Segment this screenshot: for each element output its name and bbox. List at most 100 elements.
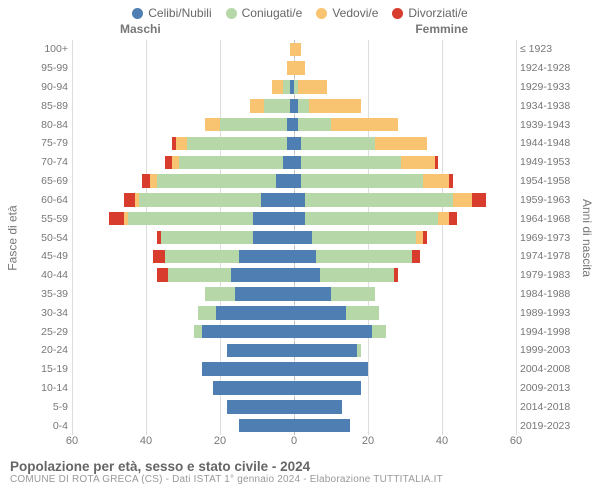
bar-segment-single xyxy=(287,137,294,151)
bar-segment-married xyxy=(157,174,275,188)
male-half xyxy=(72,322,294,341)
male-half xyxy=(72,209,294,228)
birth-year-label: 1989-1993 xyxy=(516,303,578,322)
bar-segment-single xyxy=(213,381,294,395)
x-tick: 40 xyxy=(436,435,448,447)
bar-segment-married xyxy=(301,174,423,188)
male-half xyxy=(72,191,294,210)
bar-segment-single xyxy=(216,306,294,320)
pyramid-row xyxy=(72,209,516,228)
age-label: 30-34 xyxy=(22,303,72,322)
y-axis-left-title: Fasce di età xyxy=(4,40,22,435)
pyramid-row xyxy=(72,285,516,304)
bar-segment-single xyxy=(283,156,294,170)
birth-year-labels: ≤ 19231924-19281929-19331934-19381939-19… xyxy=(516,40,578,435)
legend-swatch xyxy=(226,8,237,19)
female-half xyxy=(294,285,516,304)
bar-segment-married xyxy=(305,193,453,207)
birth-year-label: 1939-1943 xyxy=(516,115,578,134)
bar-segment-widowed xyxy=(294,43,301,57)
age-label: 45-49 xyxy=(22,247,72,266)
legend: Celibi/Nubili Coniugati/e Vedovi/e Divor… xyxy=(0,0,600,22)
bar-segment-widowed xyxy=(416,231,423,245)
birth-year-label: 1954-1958 xyxy=(516,172,578,191)
legend-label: Vedovi/e xyxy=(332,6,378,20)
plot-area xyxy=(72,40,516,435)
chart-subtitle: COMUNE DI ROTA GRECA (CS) - Dati ISTAT 1… xyxy=(10,474,590,485)
bar-segment-married xyxy=(161,231,254,245)
bar-segment-single xyxy=(235,287,294,301)
female-half xyxy=(294,360,516,379)
male-half xyxy=(72,96,294,115)
bar-segment-single xyxy=(276,174,294,188)
bar-segment-single xyxy=(239,250,295,264)
male-half xyxy=(72,416,294,435)
bar-segment-single xyxy=(261,193,294,207)
female-half xyxy=(294,266,516,285)
bar-segment-married xyxy=(139,193,261,207)
bar-segment-married xyxy=(220,118,287,132)
bar-segment-single xyxy=(294,156,301,170)
age-label: 5-9 xyxy=(22,397,72,416)
bar-segment-single xyxy=(294,287,331,301)
bar-segment-widowed xyxy=(298,80,328,94)
female-half xyxy=(294,191,516,210)
male-half xyxy=(72,397,294,416)
birth-year-label: 1964-1968 xyxy=(516,209,578,228)
female-half xyxy=(294,115,516,134)
birth-year-label: 1934-1938 xyxy=(516,96,578,115)
pyramid-row xyxy=(72,115,516,134)
bar-segment-single xyxy=(294,193,305,207)
male-half xyxy=(72,266,294,285)
bar-segment-married xyxy=(264,99,290,113)
age-label: 50-54 xyxy=(22,228,72,247)
age-label: 60-64 xyxy=(22,191,72,210)
birth-year-label: 2014-2018 xyxy=(516,397,578,416)
bar-segment-divorced xyxy=(394,268,398,282)
bar-segment-single xyxy=(294,325,372,339)
male-half xyxy=(72,59,294,78)
bar-segment-divorced xyxy=(449,174,453,188)
bar-segment-single xyxy=(294,419,350,433)
pyramid-row xyxy=(72,266,516,285)
male-half xyxy=(72,379,294,398)
female-half xyxy=(294,228,516,247)
header-male: Maschi xyxy=(120,22,161,36)
bar-segment-single xyxy=(294,212,305,226)
x-tick: 60 xyxy=(66,435,78,447)
grid-line xyxy=(516,40,517,435)
x-tick: 40 xyxy=(140,435,152,447)
age-labels: 100+95-9990-9485-8980-8475-7970-7465-696… xyxy=(22,40,72,435)
age-label: 40-44 xyxy=(22,266,72,285)
bar-segment-widowed xyxy=(205,118,220,132)
legend-label: Divorziati/e xyxy=(408,6,467,20)
female-half xyxy=(294,40,516,59)
female-half xyxy=(294,247,516,266)
bar-segment-widowed xyxy=(309,99,361,113)
bar-segment-single xyxy=(287,118,294,132)
x-tick: 20 xyxy=(362,435,374,447)
bar-segment-single xyxy=(202,325,295,339)
bar-segment-single xyxy=(294,250,316,264)
legend-label: Coniugati/e xyxy=(242,6,303,20)
age-label: 0-4 xyxy=(22,416,72,435)
bar-rows xyxy=(72,40,516,435)
age-label: 85-89 xyxy=(22,96,72,115)
bar-segment-married xyxy=(331,287,375,301)
pyramid-row xyxy=(72,416,516,435)
bar-segment-divorced xyxy=(157,268,168,282)
x-tick: 60 xyxy=(510,435,522,447)
pyramid-row xyxy=(72,360,516,379)
bar-segment-single xyxy=(239,419,295,433)
birth-year-label: 1959-1963 xyxy=(516,191,578,210)
female-half xyxy=(294,322,516,341)
age-label: 65-69 xyxy=(22,172,72,191)
pyramid-row xyxy=(72,228,516,247)
age-label: 55-59 xyxy=(22,209,72,228)
male-half xyxy=(72,228,294,247)
chart-title: Popolazione per età, sesso e stato civil… xyxy=(10,459,590,474)
birth-year-label: 1974-1978 xyxy=(516,247,578,266)
pyramid-row xyxy=(72,59,516,78)
male-half xyxy=(72,341,294,360)
birth-year-label: 1949-1953 xyxy=(516,153,578,172)
